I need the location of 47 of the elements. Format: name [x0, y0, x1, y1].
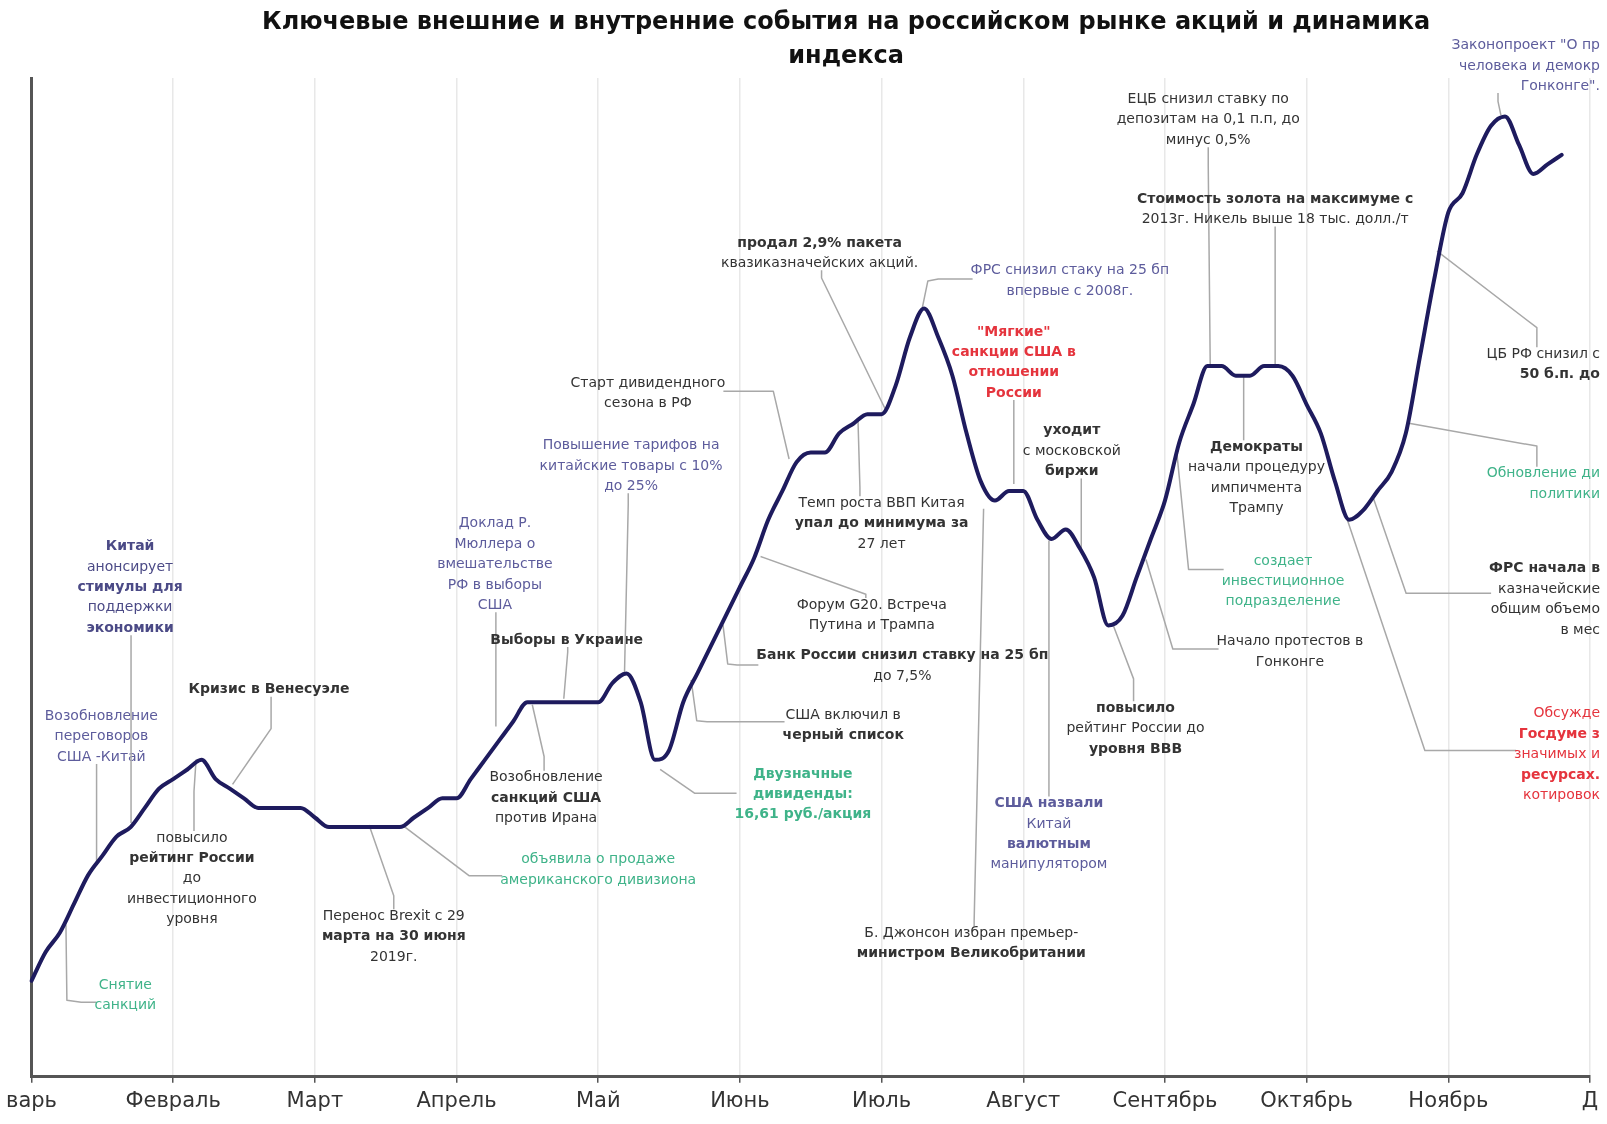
annotation: создает инвестиционное подразделение — [1221, 551, 1345, 609]
annotation: Старт дивидендного сезона в РФ — [570, 373, 726, 411]
annotation: ЦБ РФ снизил с 50 б.п. до — [1486, 344, 1601, 382]
annotation: Начало протестов в Гонконге — [1216, 632, 1364, 669]
annotation: Обновление ди политики — [1486, 464, 1600, 501]
annotation: Демократы начали процедуру импичмента Трампу — [1187, 437, 1325, 516]
x-tick-label: Июль — [851, 1087, 912, 1112]
annotation: повысило рейтинг России до инвестиционного уровня — [126, 828, 257, 927]
x-tick-label: Сентябрь — [1112, 1087, 1218, 1112]
x-tick-label: варь — [6, 1087, 57, 1112]
text: Законопроект "О пр человека и демокр Гонконге". — [1451, 36, 1601, 94]
x-tick-label: Февраль — [125, 1087, 221, 1112]
annotation: Возобновление санкций США против Ирана — [489, 768, 603, 826]
annotation: США включил в черный список — [782, 706, 905, 743]
annotation: Стоимость золота на максимуме с 2013г. Никель выше 18 тыс. долл./т — [1137, 189, 1414, 227]
annotation: Б. Джонсон избран премьер-министром Великобритании — [856, 923, 1086, 961]
annotation: Форум G20. Встреча Путина и Трампа — [796, 595, 947, 633]
annotation: Снятие санкций — [94, 975, 157, 1013]
annotation: США назвали Китай валютным манипулятором — [990, 794, 1108, 872]
x-tick-label: Ноябрь — [1408, 1087, 1489, 1112]
annotation: Перенос Brexit с 29 марта на 30 июня 2019г. — [321, 906, 466, 964]
x-tick-label: Апрель — [416, 1087, 497, 1112]
annotation: продал 2,9% пакета квазиказначейских акций. — [720, 233, 919, 270]
x-tick-label: Июнь — [710, 1087, 770, 1112]
annotation: Выборы в Украине — [490, 630, 644, 647]
annotation: уходит с московской биржи — [1022, 421, 1121, 479]
annotation: ФРС начала в казначейские общим объемо в мес — [1489, 559, 1601, 637]
x-tick-label: Октябрь — [1260, 1087, 1354, 1112]
annotation: Доклад Р. Мюллера о вмешательстве РФ в выборы США — [437, 514, 553, 612]
annotation: Возобновление переговоров США -Китай — [44, 706, 158, 764]
x-tick-label: Март — [286, 1087, 344, 1112]
annotation: Обсужде Госдуме з значимых и ресурсах. котировок — [1514, 704, 1600, 802]
annotation: Банк России снизил ставку на 25 бп до 7,5% — [756, 646, 1049, 683]
x-tick-label: Май — [575, 1087, 621, 1112]
annotation: Темп роста ВВП Китая упал до минимума за 27 лет — [794, 493, 969, 551]
annotation: Китай анонсирует стимулы для поддержки экономики — [77, 537, 183, 635]
annotation: Двузначные дивиденды: 16,61 руб./акция — [734, 764, 872, 822]
x-tick-label: Д — [1581, 1087, 1599, 1112]
annotation: объявила о продаже американского дивизиона — [500, 850, 697, 887]
annotation: "Мягкие" санкции США в отношении России — [951, 322, 1076, 400]
chart-title: Ключевые внешние и внутренние события на российском рынке акций и динамика индекса — [262, 7, 1431, 70]
annotation: Повышение тарифов на китайские товары с 10% до 25% — [539, 436, 723, 494]
annotation: ФРС снизил стаку на 25 бп впервые с 2008г. — [970, 261, 1170, 298]
x-tick-label: Август — [986, 1087, 1061, 1112]
annotation: Кризис в Венесуэле — [188, 680, 350, 697]
annotation: повысило рейтинг России до уровня BBB — [1066, 698, 1205, 756]
annotation: ЕЦБ снизил ставку по депозитам на 0,1 п.п, до минус 0,5% — [1116, 90, 1300, 147]
